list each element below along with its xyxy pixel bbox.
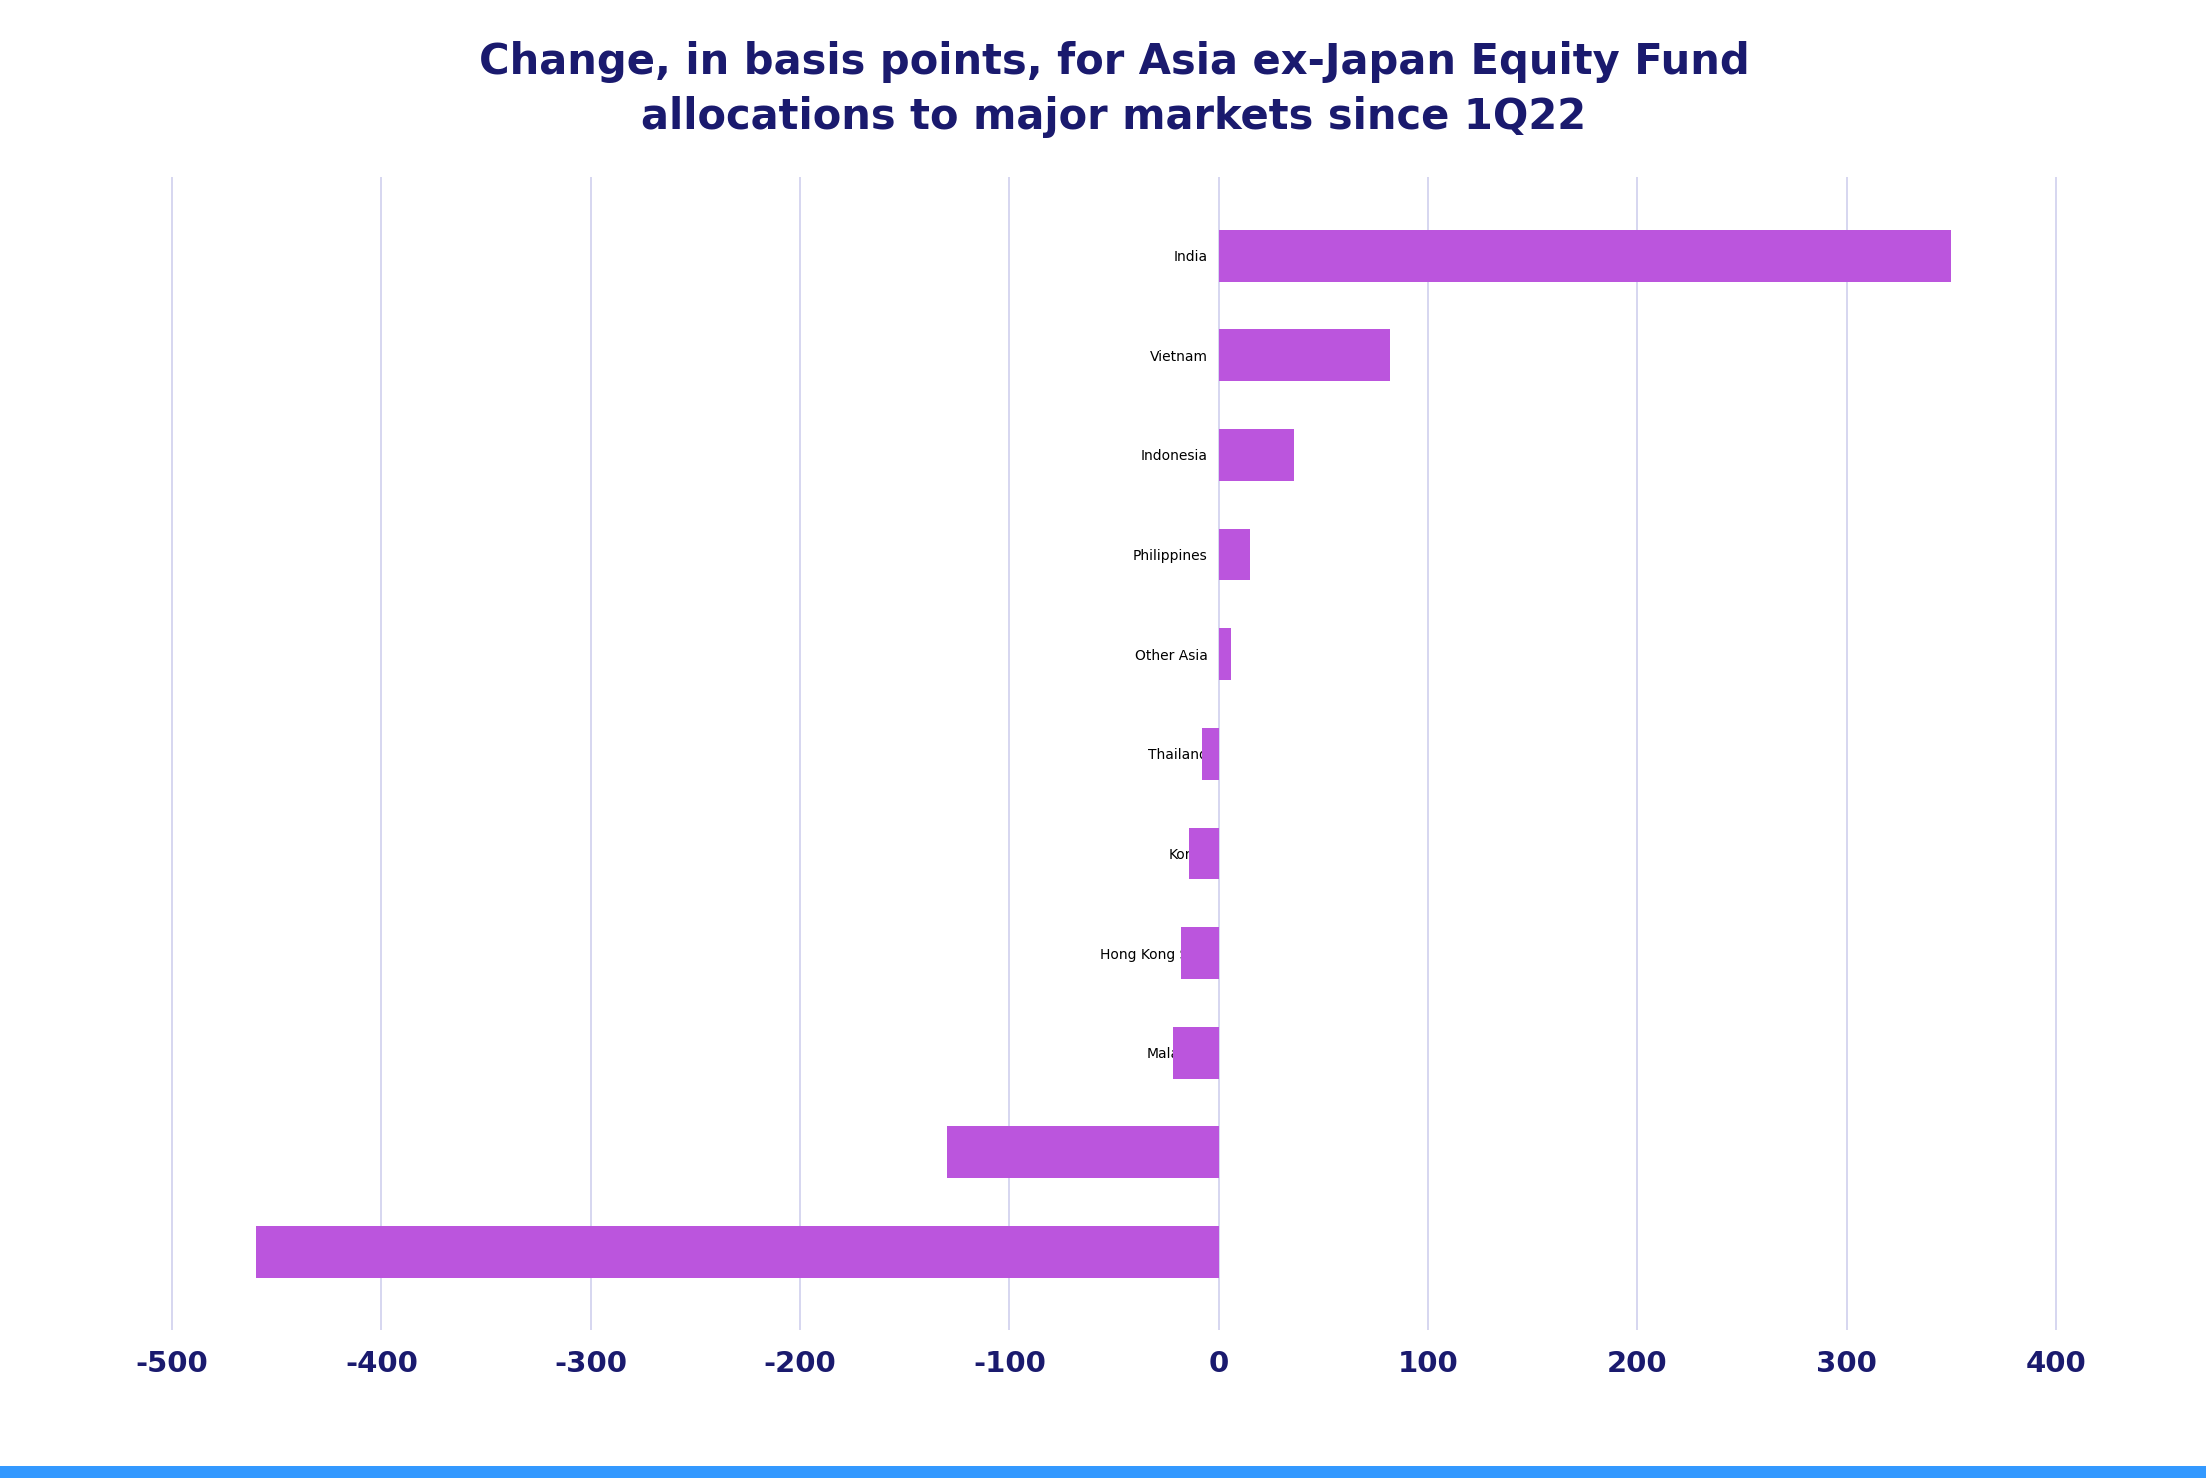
Bar — [1189, 828, 1218, 879]
Bar — [946, 1126, 1218, 1178]
Title: Change, in basis points, for Asia ex-Japan Equity Fund
allocations to major mark: Change, in basis points, for Asia ex-Jap… — [479, 40, 1749, 137]
Bar — [1218, 229, 1952, 282]
Bar — [1180, 927, 1218, 978]
Bar — [1174, 1027, 1218, 1079]
Bar — [1218, 529, 1251, 581]
Bar — [1218, 429, 1295, 480]
Bar — [1218, 628, 1231, 680]
Bar — [1202, 727, 1218, 780]
Bar — [256, 1225, 1218, 1278]
Bar — [1218, 330, 1390, 381]
